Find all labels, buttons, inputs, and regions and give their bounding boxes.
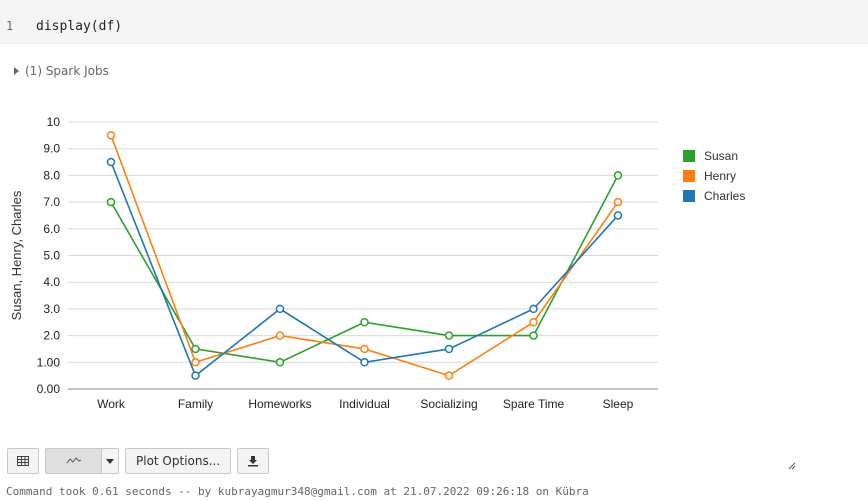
- y-tick-label: 10: [47, 115, 61, 129]
- data-point-henry[interactable]: [613, 197, 623, 207]
- data-point-henry[interactable]: [360, 344, 369, 354]
- result-toolbar: Plot Options...: [7, 448, 270, 474]
- y-tick-label: 4.0: [43, 275, 60, 289]
- chart-type-dropdown[interactable]: [101, 448, 119, 474]
- chart-view-button[interactable]: [45, 448, 101, 474]
- spark-jobs-toggle[interactable]: (1) Spark Jobs: [14, 64, 109, 78]
- y-tick-label: 3.0: [43, 302, 60, 316]
- y-tick-label: 8.0: [43, 168, 60, 182]
- resize-handle-icon[interactable]: [788, 462, 796, 470]
- download-icon: [248, 456, 259, 467]
- code-text[interactable]: display(df): [36, 19, 123, 34]
- legend-swatch[interactable]: [683, 190, 695, 202]
- command-status: Command took 0.61 seconds -- by kubrayag…: [6, 485, 589, 498]
- download-button[interactable]: [237, 448, 270, 474]
- data-point-henry[interactable]: [529, 318, 538, 327]
- series-line-susan: [110, 175, 619, 364]
- data-point-charles[interactable]: [613, 211, 623, 220]
- legend-label[interactable]: Susan: [704, 149, 738, 163]
- y-tick-label: 1.00: [37, 355, 61, 369]
- data-point-charles[interactable]: [529, 304, 538, 314]
- y-tick-label: 0.00: [37, 382, 61, 396]
- table-view-button[interactable]: [7, 448, 39, 474]
- plot-options-button[interactable]: Plot Options...: [125, 448, 232, 474]
- y-axis-label: Susan, Henry, Charles: [9, 190, 24, 320]
- legend-label[interactable]: Henry: [704, 169, 736, 183]
- x-tick-label: Work: [97, 397, 126, 411]
- data-point-susan[interactable]: [529, 331, 538, 340]
- caret-right-icon: [14, 67, 19, 75]
- y-tick-label: 2.0: [43, 329, 60, 343]
- x-tick-label: Family: [178, 397, 213, 411]
- data-point-henry[interactable]: [106, 131, 116, 140]
- data-point-susan[interactable]: [613, 171, 623, 180]
- line-chart-icon: [66, 457, 81, 464]
- data-point-susan[interactable]: [191, 344, 200, 354]
- data-point-charles[interactable]: [106, 157, 116, 167]
- legend-swatch[interactable]: [683, 150, 695, 162]
- y-tick-label: 9.0: [43, 142, 60, 156]
- y-tick-label: 6.0: [43, 222, 60, 236]
- series-line-charles: [110, 161, 619, 377]
- y-tick-label: 7.0: [43, 195, 60, 209]
- data-point-henry[interactable]: [191, 358, 200, 367]
- x-tick-label: Spare Time: [503, 397, 565, 411]
- data-point-charles[interactable]: [360, 358, 369, 367]
- legend-swatch[interactable]: [683, 170, 695, 182]
- data-point-susan[interactable]: [106, 197, 116, 207]
- data-point-susan[interactable]: [444, 331, 454, 340]
- caret-down-icon: [106, 458, 114, 464]
- line-number: 1: [6, 19, 14, 33]
- x-tick-label: Individual: [339, 397, 390, 411]
- data-point-henry[interactable]: [444, 371, 454, 380]
- line-chart: 0.00 1.00 2.0 3.0 4.0 5.0 6.0 7.0 8.0 9.0 10 Susan,…: [9, 115, 745, 411]
- data-point-charles[interactable]: [191, 371, 200, 380]
- chart-type-group: [45, 448, 119, 474]
- x-tick-label: Sleep: [603, 397, 634, 411]
- data-point-susan[interactable]: [275, 358, 285, 367]
- code-cell[interactable]: 1 display(df): [0, 0, 868, 44]
- data-point-henry[interactable]: [275, 331, 285, 340]
- table-icon: [17, 456, 29, 466]
- data-point-charles[interactable]: [275, 304, 285, 314]
- spark-jobs-label: (1) Spark Jobs: [25, 64, 109, 78]
- y-tick-label: 5.0: [43, 249, 60, 263]
- legend-label[interactable]: Charles: [704, 189, 745, 203]
- x-tick-label: Socializing: [420, 397, 477, 411]
- x-tick-label: Homeworks: [248, 397, 311, 411]
- data-point-charles[interactable]: [444, 344, 454, 354]
- data-point-susan[interactable]: [360, 318, 369, 327]
